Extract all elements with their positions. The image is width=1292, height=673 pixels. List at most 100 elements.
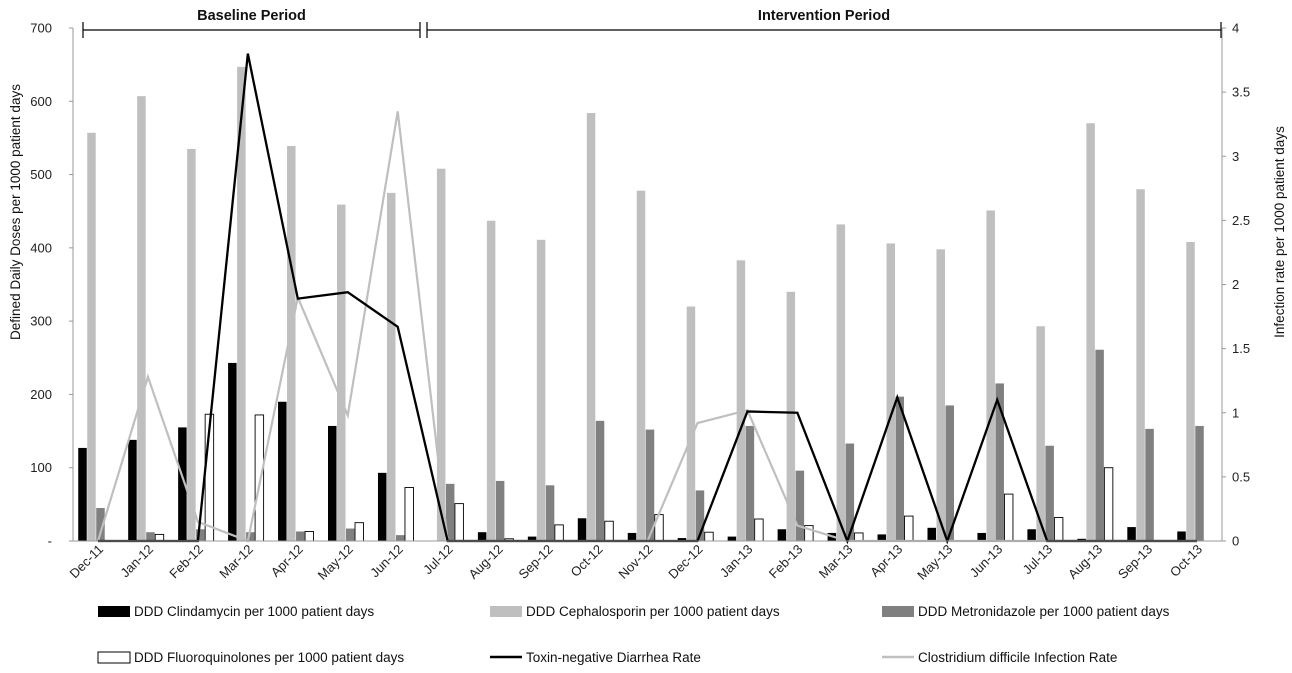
bar-3-Nov-12 [645,429,655,541]
bar-4-Jun-12 [404,487,414,542]
bar-1-Jan-12 [128,439,137,541]
x-tick-label: Aug-13 [1065,542,1105,582]
bar-3-Jul-12 [445,483,455,541]
bar-2-Jan-13 [736,260,746,541]
bar-1-Sep-13 [1127,527,1136,541]
bar-3-Oct-13 [1195,425,1204,541]
bar-4-Jun-13 [1004,493,1014,542]
legend-swatch-bar-4 [97,651,131,664]
x-tick-label: Jul-12 [420,542,456,578]
bar-3-Jun-12 [395,535,405,541]
bar-4-Apr-12 [304,531,314,542]
legend-swatch-bar-3 [882,606,914,617]
bar-4-Dec-12 [704,531,714,542]
bar-3-Apr-13 [895,396,905,541]
bar-4-Mar-12 [254,414,265,542]
bar-2-May-12 [337,204,346,541]
legend-swatch-bar-1 [98,606,130,617]
bar-3-Dec-11 [96,508,105,541]
x-tick-label: Feb-13 [766,542,806,582]
x-tick-label: Apr-12 [268,542,306,580]
bar-2-Mar-13 [836,224,846,541]
x-tick-label: Apr-13 [867,542,905,580]
legend-label: DDD Fluoroquinolones per 1000 patient da… [134,650,404,665]
bar-4-Apr-13 [904,515,914,542]
x-tick-label: Aug-12 [466,542,506,582]
bar-3-Dec-12 [695,490,705,541]
right-tick-label: 2.5 [1232,213,1250,228]
right-tick-label: 4 [1232,21,1239,36]
bar-2-Jun-13 [986,210,995,542]
left-tick-label: 200 [30,387,52,402]
x-tick-label: Jul-13 [1020,542,1056,578]
bar-4-Jul-13 [1053,517,1064,542]
period-annotations: Baseline Period Intervention Period [82,8,1222,38]
legend-label: Toxin-negative Diarrhea Rate [526,650,701,665]
right-tick-label: 2 [1232,277,1239,292]
x-tick-label: May-12 [315,542,356,583]
bar-3-Jan-12 [146,532,155,541]
bar-2-Jun-12 [386,192,396,541]
bar-1-Apr-12 [278,401,287,541]
bar-2-Oct-13 [1186,241,1195,542]
bar-1-Mar-12 [228,362,237,541]
x-tick-label: Dec-11 [67,542,107,582]
bar-4-May-12 [354,522,364,542]
bar-2-Dec-11 [87,132,96,542]
bar-2-Nov-12 [636,190,646,541]
bar-2-Feb-13 [786,291,796,541]
bar-4-Jul-12 [454,503,464,542]
legend-swatch-bar-2 [490,606,522,617]
x-tick-label: Dec-12 [665,542,705,582]
left-tick-label: 400 [30,240,52,255]
x-tick-label: Jan-12 [117,542,156,581]
bar-3-Oct-12 [595,420,605,541]
left-tick-label: 500 [30,167,52,182]
bar-4-Mar-13 [854,532,864,542]
x-tick-label: Sep-13 [1115,542,1155,582]
x-tick-label: Mar-12 [216,542,256,582]
legend-label: DDD Cephalosporin per 1000 patient days [526,604,780,619]
bar-2-Sep-13 [1136,189,1145,542]
bar-1-Dec-11 [78,447,87,541]
bar-2-Apr-13 [886,243,896,541]
x-tick-label: Jun-13 [967,542,1006,581]
bar-3-Jun-13 [995,383,1004,541]
left-tick-label: - [48,534,52,549]
x-tick-label: Jan-13 [717,542,756,581]
x-tick-label: May-13 [914,542,955,583]
period-label: Intervention Period [758,8,890,24]
bar-1-Nov-12 [627,532,637,541]
x-tick-label: Oct-12 [567,542,605,580]
x-tick-label: Sep-12 [515,542,555,582]
x-tick-label: Jun-12 [367,542,406,581]
bar-1-Sep-12 [527,536,537,541]
bar-3-Feb-13 [795,470,805,541]
bar-2-Aug-12 [486,220,496,542]
bars-layer [78,66,1204,542]
bar-3-Feb-12 [196,529,205,541]
bar-4-Oct-12 [604,520,614,542]
right-tick-label: 1 [1232,405,1239,420]
bar-1-Apr-13 [877,534,887,541]
bar-2-Oct-12 [586,113,596,541]
bar-3-Jul-13 [1045,445,1054,541]
bar-2-May-13 [936,249,945,541]
bar-2-Feb-12 [187,148,196,542]
bar-2-Aug-13 [1086,123,1095,542]
left-tick-label: 700 [30,21,52,36]
left-tick-label: 300 [30,314,52,329]
bar-3-Aug-13 [1095,349,1104,541]
left-tick-label: 600 [30,94,52,109]
bar-3-Apr-12 [296,531,305,541]
bar-4-Jan-13 [754,518,764,542]
bar-1-Jul-13 [1027,529,1036,541]
bar-3-May-13 [945,405,954,541]
bar-2-Dec-12 [686,306,696,541]
left-tick-label: 100 [30,460,52,475]
legend-label: Clostridium difficile Infection Rate [918,650,1117,665]
bar-1-Aug-12 [477,532,487,541]
y-axis-left-label: Defined Daily Doses per 1000 patient day… [8,84,23,340]
bar-2-Jul-12 [436,168,446,541]
